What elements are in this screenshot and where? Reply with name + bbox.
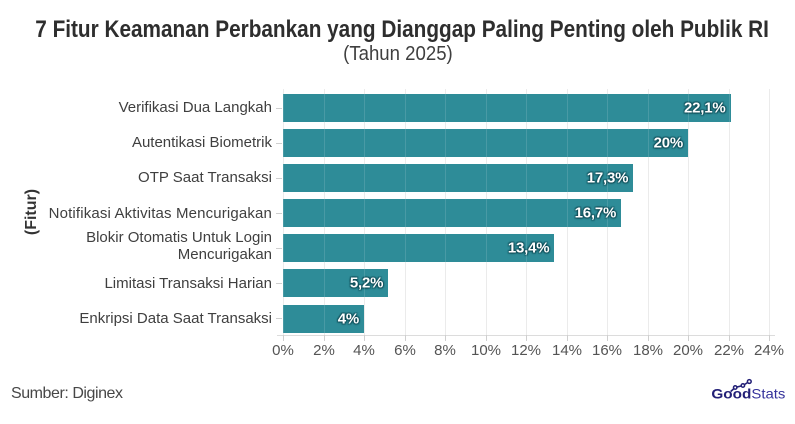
svg-text:Good: Good [711, 386, 751, 402]
svg-text:Stats: Stats [751, 386, 785, 402]
